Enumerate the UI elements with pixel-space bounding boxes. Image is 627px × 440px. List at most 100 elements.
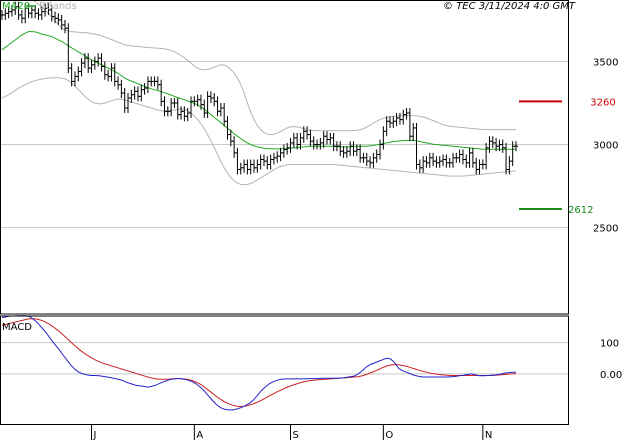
- price-bar: [63, 19, 68, 34]
- price-bar: [139, 84, 144, 102]
- price-bar: [252, 159, 257, 173]
- price-bar: [500, 139, 505, 153]
- price-bar: [215, 96, 220, 117]
- price-bar: [371, 152, 376, 168]
- legend-bbands: BBands: [39, 1, 77, 12]
- price-bar: [374, 149, 379, 163]
- price-bar: [305, 126, 310, 140]
- price-bar: [321, 131, 326, 148]
- price-bar: [162, 96, 167, 117]
- price-bar: [255, 159, 260, 173]
- price-bar: [79, 58, 84, 77]
- price-bar: [331, 132, 336, 152]
- price-bar: [33, 4, 38, 19]
- macd-y-tick-label: 100: [600, 339, 619, 350]
- price-bar: [411, 122, 416, 142]
- macd-signal-line: [1, 318, 517, 408]
- price-bar: [258, 154, 263, 170]
- price-bar: [182, 106, 187, 122]
- x-tick-label: O: [385, 430, 393, 440]
- price-bar: [341, 146, 346, 158]
- price-bar: [238, 162, 243, 175]
- price-bar: [53, 11, 58, 24]
- price-bar: [311, 136, 316, 150]
- price-bar: [444, 154, 449, 168]
- price-bar: [212, 93, 217, 107]
- price-bar: [102, 61, 107, 80]
- price-bar: [245, 159, 250, 175]
- macd-line: [1, 315, 516, 411]
- price-bar: [248, 159, 253, 175]
- price-bar: [470, 147, 475, 168]
- price-bar: [464, 154, 469, 168]
- price-bar: [72, 71, 77, 87]
- price-bar: [344, 146, 349, 158]
- price-panel: 3500 3000 2500 3260 2612: [0, 0, 618, 235]
- price-bar: [384, 116, 389, 137]
- price-bar: [155, 76, 160, 90]
- price-bar: [225, 116, 230, 140]
- price-bar: [391, 116, 396, 128]
- price-bar: [106, 69, 111, 82]
- price-bar: [218, 103, 223, 117]
- price-bar: [135, 86, 140, 102]
- price-bar: [288, 137, 293, 153]
- price-bar: [112, 63, 117, 87]
- support-label: 2612: [568, 205, 593, 216]
- price-bar: [99, 53, 104, 72]
- price-bar: [132, 86, 137, 100]
- price-panel-frame: [0, 0, 569, 315]
- price-bar: [92, 56, 97, 70]
- price-bar: [437, 156, 442, 168]
- price-bar: [338, 141, 343, 157]
- price-bar: [467, 147, 472, 168]
- price-y-tick-label: 3000: [593, 141, 618, 152]
- price-bar: [275, 151, 280, 163]
- price-bar: [457, 149, 462, 163]
- price-gridlines: [0, 60, 568, 229]
- price-bar: [404, 107, 409, 120]
- price-bar: [291, 132, 296, 148]
- price-bar: [414, 122, 419, 170]
- macd-panel-frame: [0, 315, 569, 425]
- price-bar: [116, 76, 121, 90]
- price-bar: [86, 53, 91, 74]
- price-bar: [318, 137, 323, 150]
- price-bar: [450, 152, 455, 168]
- x-tick-label: A: [196, 430, 203, 440]
- price-bar: [351, 141, 356, 157]
- price-bar: [368, 156, 373, 168]
- price-bar: [348, 141, 353, 157]
- price-bar: [179, 106, 184, 120]
- price-y-axis-labels: 3500 3000 2500: [593, 57, 618, 234]
- x-tick-label: N: [485, 430, 492, 440]
- price-bar: [308, 129, 313, 147]
- bollinger-bands: [1, 0, 517, 186]
- price-bar: [431, 152, 436, 167]
- ma20-line: [1, 31, 516, 150]
- macd-panel: 100 0.00 MACD: [0, 315, 622, 411]
- price-bar: [126, 93, 131, 113]
- price-bar: [421, 156, 426, 173]
- price-bar: [358, 144, 363, 163]
- price-bar: [29, 4, 34, 19]
- price-bar: [427, 152, 432, 168]
- price-bar: [208, 91, 213, 104]
- price-bar: [281, 144, 286, 158]
- price-bar: [397, 112, 402, 125]
- price-bar: [417, 159, 422, 173]
- price-bar: [324, 131, 329, 145]
- macd-gridlines: [0, 342, 568, 375]
- price-bar: [328, 132, 333, 145]
- price-bar: [242, 159, 247, 173]
- price-bar: [381, 126, 386, 150]
- price-bar: [271, 152, 276, 165]
- copyright-text: © TEC 3/11/2024 4:0 GMT: [443, 1, 576, 12]
- price-bar: [159, 79, 164, 107]
- price-bar: [460, 149, 465, 165]
- price-bar: [394, 112, 399, 127]
- price-bar: [265, 156, 270, 170]
- price-bar: [76, 66, 81, 82]
